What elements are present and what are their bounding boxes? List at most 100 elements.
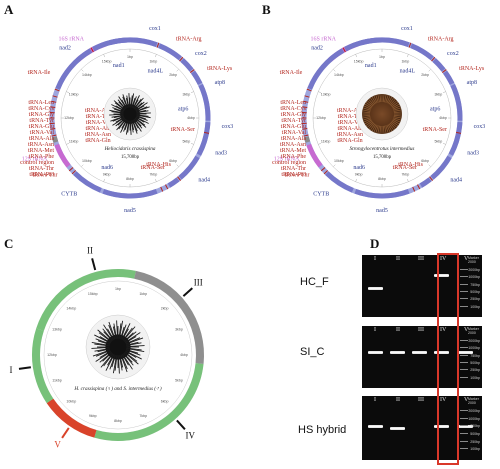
urchin-spine: [377, 125, 380, 134]
gene-label: 16S rRNA: [58, 36, 84, 42]
scale-tick-label: 9kbp: [355, 172, 363, 176]
urchin-spine: [386, 95, 391, 104]
scale-tick-label: 4kbp: [187, 116, 195, 120]
gel-lane-label-I: I: [374, 256, 376, 262]
urchin-spine: [362, 114, 371, 117]
urchin-spine: [117, 99, 127, 110]
urchin-spine: [97, 348, 110, 353]
urchin-spine: [386, 124, 391, 133]
ladder-band: [460, 433, 468, 434]
segment-arrow-V: [61, 427, 70, 439]
urchin-spine: [363, 105, 372, 110]
scale-tick-label: 1bp: [379, 55, 385, 59]
gene-segment: [55, 48, 93, 90]
chimera-segment-IV: [94, 363, 204, 441]
marker-size-label: 100bp: [470, 447, 480, 452]
trna-mark: [52, 95, 58, 98]
chimera-segment-II: [36, 269, 136, 331]
urchin-spine: [375, 94, 379, 103]
urchin-spine: [365, 101, 373, 108]
urchin-spine: [115, 116, 125, 123]
segment-label-III: III: [194, 278, 203, 288]
urchin-spine: [97, 340, 111, 345]
scale-tick: [333, 69, 336, 72]
gel-lane-label-III: III: [418, 397, 424, 403]
urchin-spine: [371, 124, 377, 132]
marker-size-label: 2000bp: [468, 409, 480, 413]
urchin-spine: [373, 95, 378, 104]
urchin-spine: [362, 116, 371, 119]
ladder-band: [460, 440, 468, 442]
genome-size-a: 15,708bp: [121, 155, 140, 160]
urchin-spine: [125, 350, 142, 360]
urchin-spine: [125, 337, 141, 345]
scale-tick-label: 1bp: [115, 287, 121, 291]
genome-size-b: 15,708bp: [373, 155, 392, 160]
scale-tick-label: 3kbp: [434, 93, 442, 97]
trna-label: tRNA-Trp: [338, 114, 363, 120]
gene-label: nad5: [376, 208, 388, 214]
urchin-spine: [120, 354, 128, 370]
trna-label: tRNA-Met: [280, 148, 306, 154]
marker-size-label: 100bp: [470, 304, 480, 309]
urchin-spine: [123, 332, 134, 342]
trna-label: tRNA-Val: [86, 120, 111, 126]
trna-mark: [342, 47, 346, 53]
mitogenome-map-a: 1bp 1kbp 2kbp 3kbp 4kbp 5kbp 6kbp 7kbp 8kbp 9kbp 1…: [20, 26, 233, 214]
scale-tick: [318, 143, 322, 145]
trna-mark: [177, 176, 182, 181]
gene-label: nad6: [101, 165, 113, 171]
trna-label: tRNA-Glu: [281, 124, 306, 130]
gel-image-hc-f: I II III IV V Marker 2000 2000bp 1000bp 750bp 500…: [362, 255, 482, 317]
ladder-band: [460, 283, 468, 285]
marker-lane-title: Marker 2000: [468, 256, 479, 264]
panel-label-d: D: [370, 236, 380, 251]
trna-mark: [304, 95, 310, 98]
urchin-spine: [392, 118, 401, 123]
urchin-spine: [124, 351, 138, 362]
marker-size-label: 500bp: [470, 290, 480, 294]
urchin-spine: [95, 349, 111, 357]
scale-tick: [155, 178, 157, 182]
urchin-spine: [131, 96, 137, 108]
trna-mark: [306, 88, 312, 92]
urchin-spine: [392, 119, 400, 125]
trna-mark: [160, 186, 164, 192]
gene-label: nad3: [215, 150, 227, 156]
urchin-spine: [135, 116, 145, 123]
chimera-segment-V: [46, 398, 97, 438]
gel-lane-label-V: V: [464, 397, 469, 403]
urchin-spine: [120, 354, 128, 373]
marker-size-label: 100bp: [470, 375, 480, 380]
ladder-band: [460, 276, 468, 278]
scale-tick: [333, 164, 336, 167]
urchin-spine: [369, 97, 376, 105]
scale-tick-label: 7kbp: [139, 414, 147, 418]
urchin-spine: [126, 347, 142, 351]
urchin-spine: [365, 120, 373, 127]
gel-lane-label-I: I: [374, 327, 376, 333]
urchin-spine: [126, 345, 145, 348]
trna-label: tRNA-Gly: [281, 112, 306, 118]
urchin-spine: [390, 100, 398, 107]
urchin-spine: [134, 101, 145, 111]
segment-label-I: I: [10, 365, 13, 375]
marker-size-label: 250bp: [470, 439, 480, 444]
urchin-spine: [95, 351, 112, 362]
trna-mark: [323, 170, 329, 175]
scale-tick: [442, 91, 446, 93]
urchin-spine: [117, 355, 120, 374]
urchin-spine: [391, 101, 399, 108]
urchin-spine: [132, 119, 139, 129]
trna-label: tRNA-Met: [28, 148, 54, 154]
gel-band: [368, 287, 383, 291]
scale-tick-label: 7kbp: [401, 172, 409, 176]
gene-label: 12S rRNA: [274, 156, 300, 162]
chimera-segment-I: [32, 328, 54, 404]
gel-image-si-c: I II III IV V Marker 2000 2000bp 1000bp 750bp 500…: [362, 326, 482, 388]
urchin-spine: [133, 119, 142, 132]
urchin-spine: [115, 117, 126, 127]
urchin-spine: [371, 96, 377, 104]
gene-segment: [51, 136, 59, 143]
urchin-spine: [132, 95, 140, 109]
